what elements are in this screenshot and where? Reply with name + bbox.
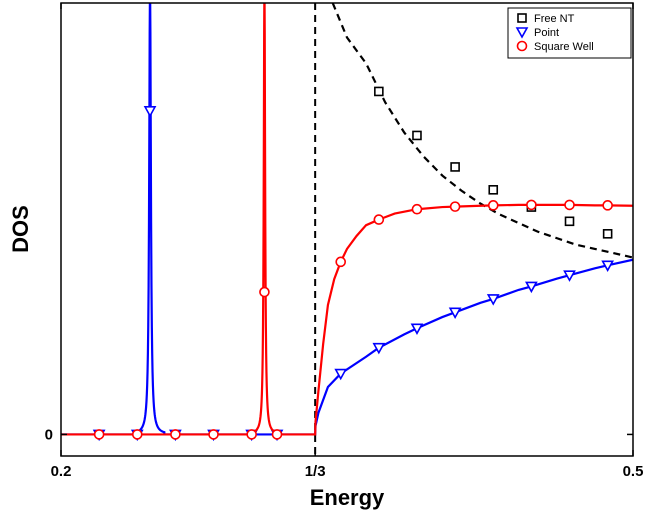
- x-tick-label: 1/3: [305, 463, 326, 480]
- data-point-point: [410, 323, 424, 335]
- data-point-square-well: [449, 201, 461, 212]
- y-tick-label: 0: [45, 426, 53, 443]
- legend: Free NT Point Square Well: [507, 7, 632, 59]
- series-line-point: [61, 3, 633, 436]
- data-point-square-well: [373, 214, 385, 225]
- legend-marker-point: [515, 27, 529, 39]
- data-point-square-well: [602, 200, 613, 211]
- data-point-point: [563, 270, 576, 282]
- data-point-square-well: [526, 199, 537, 211]
- data-point-square-well: [246, 429, 257, 440]
- data-point-free-nt: [450, 162, 460, 172]
- legend-marker-square-well: [516, 40, 528, 52]
- data-point-free-nt: [602, 229, 613, 239]
- data-point-free-nt: [374, 86, 384, 97]
- data-point-square-well: [93, 429, 105, 440]
- legend-label-square-well: Square Well: [534, 41, 594, 53]
- data-point-point: [334, 368, 348, 381]
- plot-frame: [60, 2, 634, 457]
- data-point-square-well: [411, 203, 423, 215]
- legend-box: [507, 7, 632, 59]
- data-point-square-well: [170, 429, 181, 440]
- plot-area: [61, 3, 633, 456]
- axis-ticks: 0.2 1/3 0.5 0: [45, 3, 644, 480]
- data-point-point: [372, 342, 386, 355]
- legend-label-free-nt: Free NT: [534, 13, 575, 25]
- data-point-square-well: [335, 256, 347, 268]
- series-line-square-well: [61, 3, 633, 436]
- data-point-point: [143, 106, 157, 118]
- data-point-free-nt: [564, 216, 575, 227]
- data-point-point: [525, 281, 538, 294]
- x-axis-title: Energy: [310, 485, 385, 510]
- data-point-free-nt: [412, 130, 422, 141]
- data-point-square-well: [208, 429, 219, 440]
- data-point-point: [486, 294, 500, 306]
- x-tick-label: 0.5: [623, 463, 644, 480]
- legend-label-point: Point: [534, 27, 559, 39]
- data-point-free-nt: [488, 185, 499, 195]
- legend-marker-free-nt: [517, 13, 527, 23]
- data-point-point: [448, 307, 462, 319]
- data-point-square-well: [271, 429, 283, 440]
- data-point-square-well: [259, 286, 270, 298]
- y-axis-title: DOS: [8, 205, 33, 253]
- data-point-square-well: [564, 199, 575, 211]
- data-point-square-well: [487, 200, 499, 211]
- data-point-square-well: [131, 429, 143, 440]
- series-square-well: [61, 3, 633, 440]
- data-point-point: [601, 260, 615, 272]
- x-tick-label: 0.2: [51, 463, 72, 480]
